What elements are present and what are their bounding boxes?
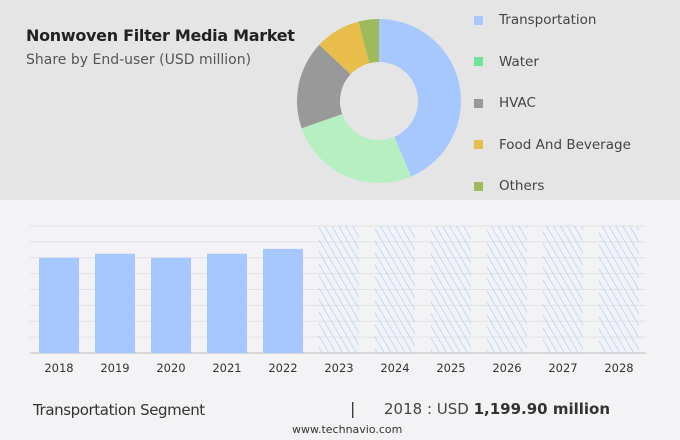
forecast-bar-2027 xyxy=(543,226,583,353)
x-tick-label: 2019 xyxy=(100,361,129,375)
legend-item: Others xyxy=(474,178,544,194)
forecast-bar-2024 xyxy=(375,226,415,353)
x-tick-label: 2018 xyxy=(44,361,73,375)
legend-item: Food And Beverage xyxy=(474,137,631,153)
legend-item: Water xyxy=(474,54,539,70)
legend-swatch xyxy=(474,140,483,149)
value-amount: 1,199.90 million xyxy=(473,400,611,418)
x-tick-label: 2022 xyxy=(268,361,297,375)
legend-label: Others xyxy=(499,178,545,194)
donut-slice-hvac xyxy=(297,44,351,129)
forecast-bar-2028 xyxy=(599,226,639,353)
x-tick-label: 2023 xyxy=(324,361,353,375)
x-tick-label: 2026 xyxy=(492,361,521,375)
legend-swatch xyxy=(474,15,483,25)
source-link[interactable]: www.technavio.com xyxy=(292,423,403,436)
x-tick-label: 2020 xyxy=(156,361,185,375)
x-tick-label: 2024 xyxy=(380,361,409,375)
legend-swatch xyxy=(474,57,483,66)
donut-slice-water xyxy=(301,113,412,183)
legend-item: HVAC xyxy=(474,95,536,111)
legend-item: Transportation xyxy=(474,12,596,28)
chart-title: Nonwoven Filter Media Market xyxy=(26,26,295,45)
x-tick-label: 2021 xyxy=(212,361,241,375)
legend-swatch xyxy=(474,181,483,191)
donut-slice-food-and-beverage xyxy=(319,21,370,75)
bar-2018 xyxy=(39,257,79,353)
chart-subtitle: Share by End-user (USD million) xyxy=(26,52,252,68)
segment-label: Transportation Segment xyxy=(33,401,205,419)
x-tick-label: 2025 xyxy=(436,361,465,375)
legend-swatch xyxy=(474,98,483,108)
bar-2021 xyxy=(207,253,247,353)
legend-label: Transportation xyxy=(499,12,597,28)
segment-value: 2018 : USD 1,199.90 million xyxy=(384,400,610,418)
forecast-bar-2026 xyxy=(487,226,527,353)
bar-2020 xyxy=(151,257,191,353)
donut-slice-others xyxy=(358,19,379,64)
forecast-bar-2025 xyxy=(431,226,471,353)
legend-label: HVAC xyxy=(499,95,536,111)
x-tick-label: 2028 xyxy=(604,361,633,375)
bar-2022 xyxy=(263,248,303,353)
separator: | xyxy=(350,399,356,418)
donut-slice-transportation xyxy=(379,19,461,177)
legend-label: Food And Beverage xyxy=(499,136,631,153)
legend-label: Water xyxy=(499,53,539,70)
value-prefix: 2018 : USD xyxy=(384,400,474,418)
bar-2019 xyxy=(95,253,135,353)
forecast-bar-2023 xyxy=(319,226,359,353)
x-tick-label: 2027 xyxy=(548,361,577,375)
